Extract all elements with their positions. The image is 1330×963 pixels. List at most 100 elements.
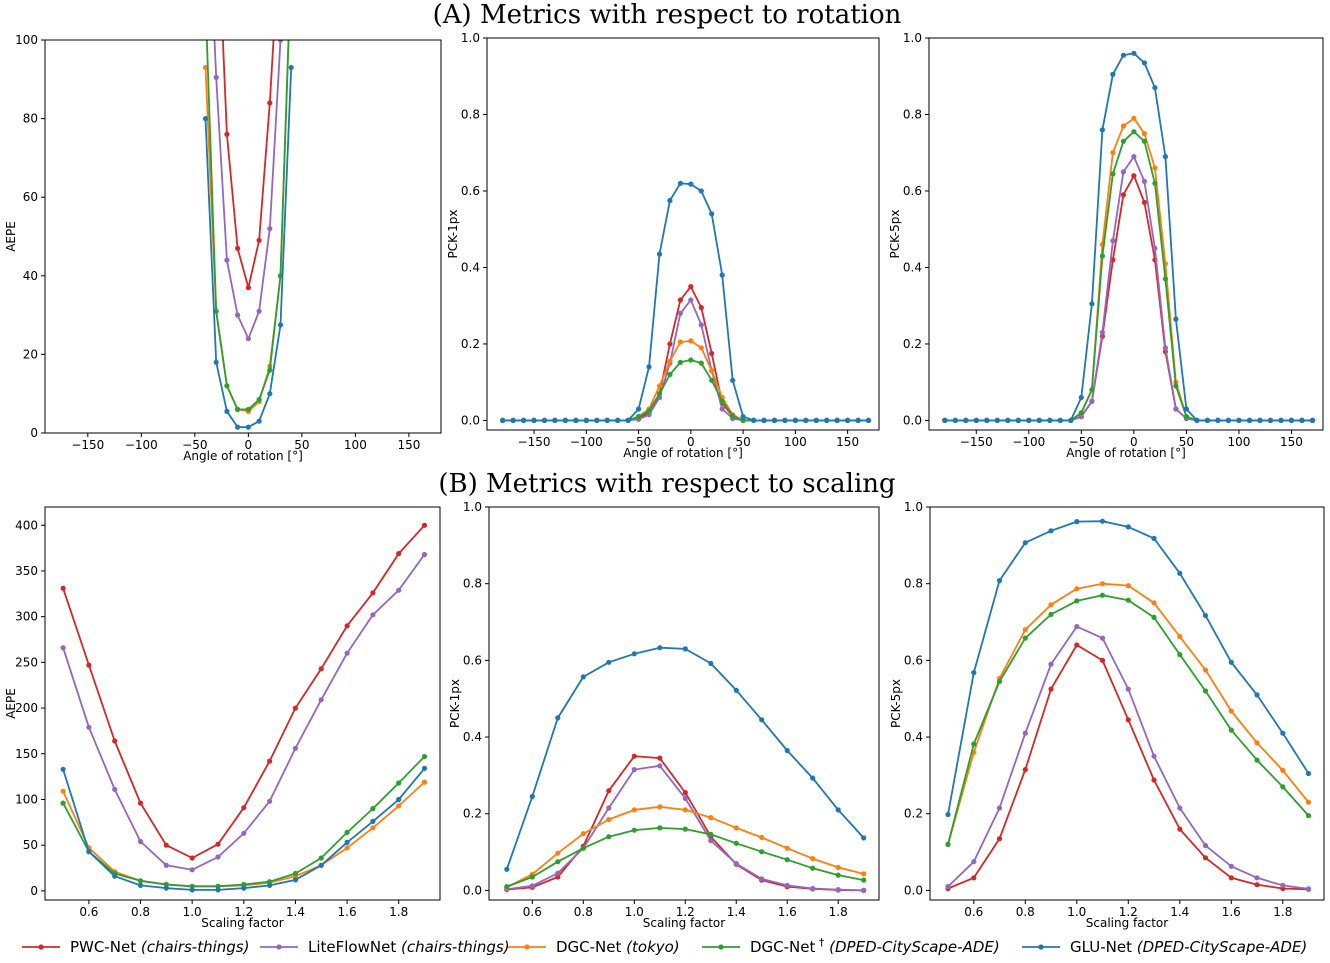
data-point-lfn xyxy=(292,745,298,751)
data-point-dgcd xyxy=(730,413,736,419)
axes-frame xyxy=(44,506,441,901)
data-point-lfn xyxy=(318,697,324,703)
data-point-dgc xyxy=(1202,667,1209,673)
data-point-glu xyxy=(1257,417,1263,423)
data-point-lfn xyxy=(1141,178,1147,184)
data-point-dgcd xyxy=(396,780,402,786)
data-point-glu xyxy=(1288,417,1295,423)
data-point-glu xyxy=(267,882,273,889)
y-axis-label: AEPE xyxy=(4,688,18,719)
x-tick-label: 50 xyxy=(1179,435,1194,449)
data-point-glu xyxy=(531,417,537,423)
data-point-glu xyxy=(792,417,799,423)
data-point-lfn xyxy=(759,876,765,882)
y-tick-label: 0.6 xyxy=(903,184,922,198)
x-tick-label: 1.2 xyxy=(234,905,253,919)
data-point-glu xyxy=(1068,417,1074,423)
data-point-lfn xyxy=(1048,661,1054,667)
data-point-lfn xyxy=(677,310,684,316)
data-point-glu xyxy=(500,417,506,423)
data-point-glu xyxy=(1152,85,1158,91)
data-point-glu xyxy=(784,747,790,754)
data-point-dgc xyxy=(759,834,765,841)
data-point-glu xyxy=(241,885,247,891)
data-point-dgcd xyxy=(1099,253,1105,259)
data-point-dgcd xyxy=(529,874,535,880)
x-tick-label: 1.0 xyxy=(183,905,202,919)
data-point-glu xyxy=(1309,417,1316,423)
data-point-glu xyxy=(1026,417,1032,423)
x-tick-label: −150 xyxy=(518,435,551,449)
y-tick-label: 0.8 xyxy=(903,107,922,121)
data-point-glu xyxy=(163,885,169,891)
data-point-glu xyxy=(213,359,219,365)
data-point-pwc xyxy=(112,738,118,744)
data-point-dgcd xyxy=(1177,652,1183,658)
legend-marker xyxy=(276,944,282,950)
data-point-dgc xyxy=(344,845,350,851)
data-point-lfn xyxy=(189,867,195,873)
data-point-glu xyxy=(1078,394,1084,401)
data-point-glu xyxy=(215,887,221,893)
chart-panel-3: −150 −100 −50 0 50 100 150 0.0 0.2 0.4 0.6 0.8 1.0 An… xyxy=(888,31,1324,460)
data-point-glu xyxy=(1089,301,1095,307)
legend-marker xyxy=(38,944,44,950)
y-tick-label: 100 xyxy=(15,33,38,47)
x-tick-label: −100 xyxy=(1012,435,1045,449)
data-point-dgc xyxy=(631,807,637,813)
data-point-dgcd xyxy=(996,678,1003,685)
data-point-dgcd xyxy=(215,883,221,889)
x-tick-label: 1.8 xyxy=(829,905,848,919)
y-tick-label: 0.6 xyxy=(904,653,923,667)
data-point-lfn xyxy=(421,551,428,558)
data-point-lfn xyxy=(86,724,92,730)
data-point-pwc xyxy=(370,590,376,596)
data-point-dgcd xyxy=(344,829,350,836)
data-point-glu xyxy=(562,417,569,423)
data-point-glu xyxy=(344,839,350,846)
y-axis-label: PCK-1px xyxy=(446,210,460,259)
data-point-glu xyxy=(288,64,294,71)
y-tick-label: 0 xyxy=(30,426,38,440)
series-line-glu xyxy=(502,182,869,422)
data-point-glu xyxy=(256,418,262,424)
data-point-glu xyxy=(1183,406,1189,412)
y-tick-label: 100 xyxy=(15,792,38,806)
data-point-glu xyxy=(682,646,688,652)
data-point-glu xyxy=(759,717,765,723)
data-point-lfn xyxy=(112,786,118,793)
y-tick-label: 0.2 xyxy=(903,337,922,351)
data-point-lfn xyxy=(1254,875,1260,881)
data-point-lfn xyxy=(688,297,694,303)
data-point-dgc xyxy=(606,816,612,823)
data-point-lfn xyxy=(1089,398,1095,404)
data-point-glu xyxy=(1015,417,1021,423)
y-tick-label: 0.2 xyxy=(463,807,482,821)
data-point-glu xyxy=(656,251,663,257)
data-point-glu xyxy=(606,659,612,665)
data-point-lfn xyxy=(810,885,816,892)
data-point-glu xyxy=(952,417,958,423)
data-point-pwc xyxy=(396,551,402,557)
data-point-pwc xyxy=(971,875,977,881)
data-point-dgcd xyxy=(698,360,704,366)
data-point-glu xyxy=(719,272,725,278)
x-tick-label: 1.2 xyxy=(676,905,695,919)
data-point-pwc xyxy=(344,623,350,629)
data-point-glu xyxy=(994,417,1000,423)
data-point-glu xyxy=(698,188,704,194)
data-point-lfn xyxy=(1151,753,1157,759)
y-tick-label: 0.4 xyxy=(461,260,480,274)
data-point-dgcd xyxy=(1120,138,1126,144)
data-point-glu xyxy=(1099,127,1105,133)
data-point-pwc xyxy=(318,666,324,672)
chart-panel-2: −150 −100 −50 0 50 100 150 0.0 0.2 0.4 0.6 0.8 1.0 An… xyxy=(446,31,880,460)
data-point-glu xyxy=(677,180,684,186)
data-point-glu xyxy=(292,877,298,883)
data-point-dgcd xyxy=(555,859,561,865)
data-point-pwc xyxy=(86,662,92,668)
data-point-lfn xyxy=(1202,843,1209,849)
data-point-lfn xyxy=(344,650,350,656)
data-point-glu xyxy=(137,882,144,889)
x-tick-label: 1.8 xyxy=(1273,905,1292,919)
